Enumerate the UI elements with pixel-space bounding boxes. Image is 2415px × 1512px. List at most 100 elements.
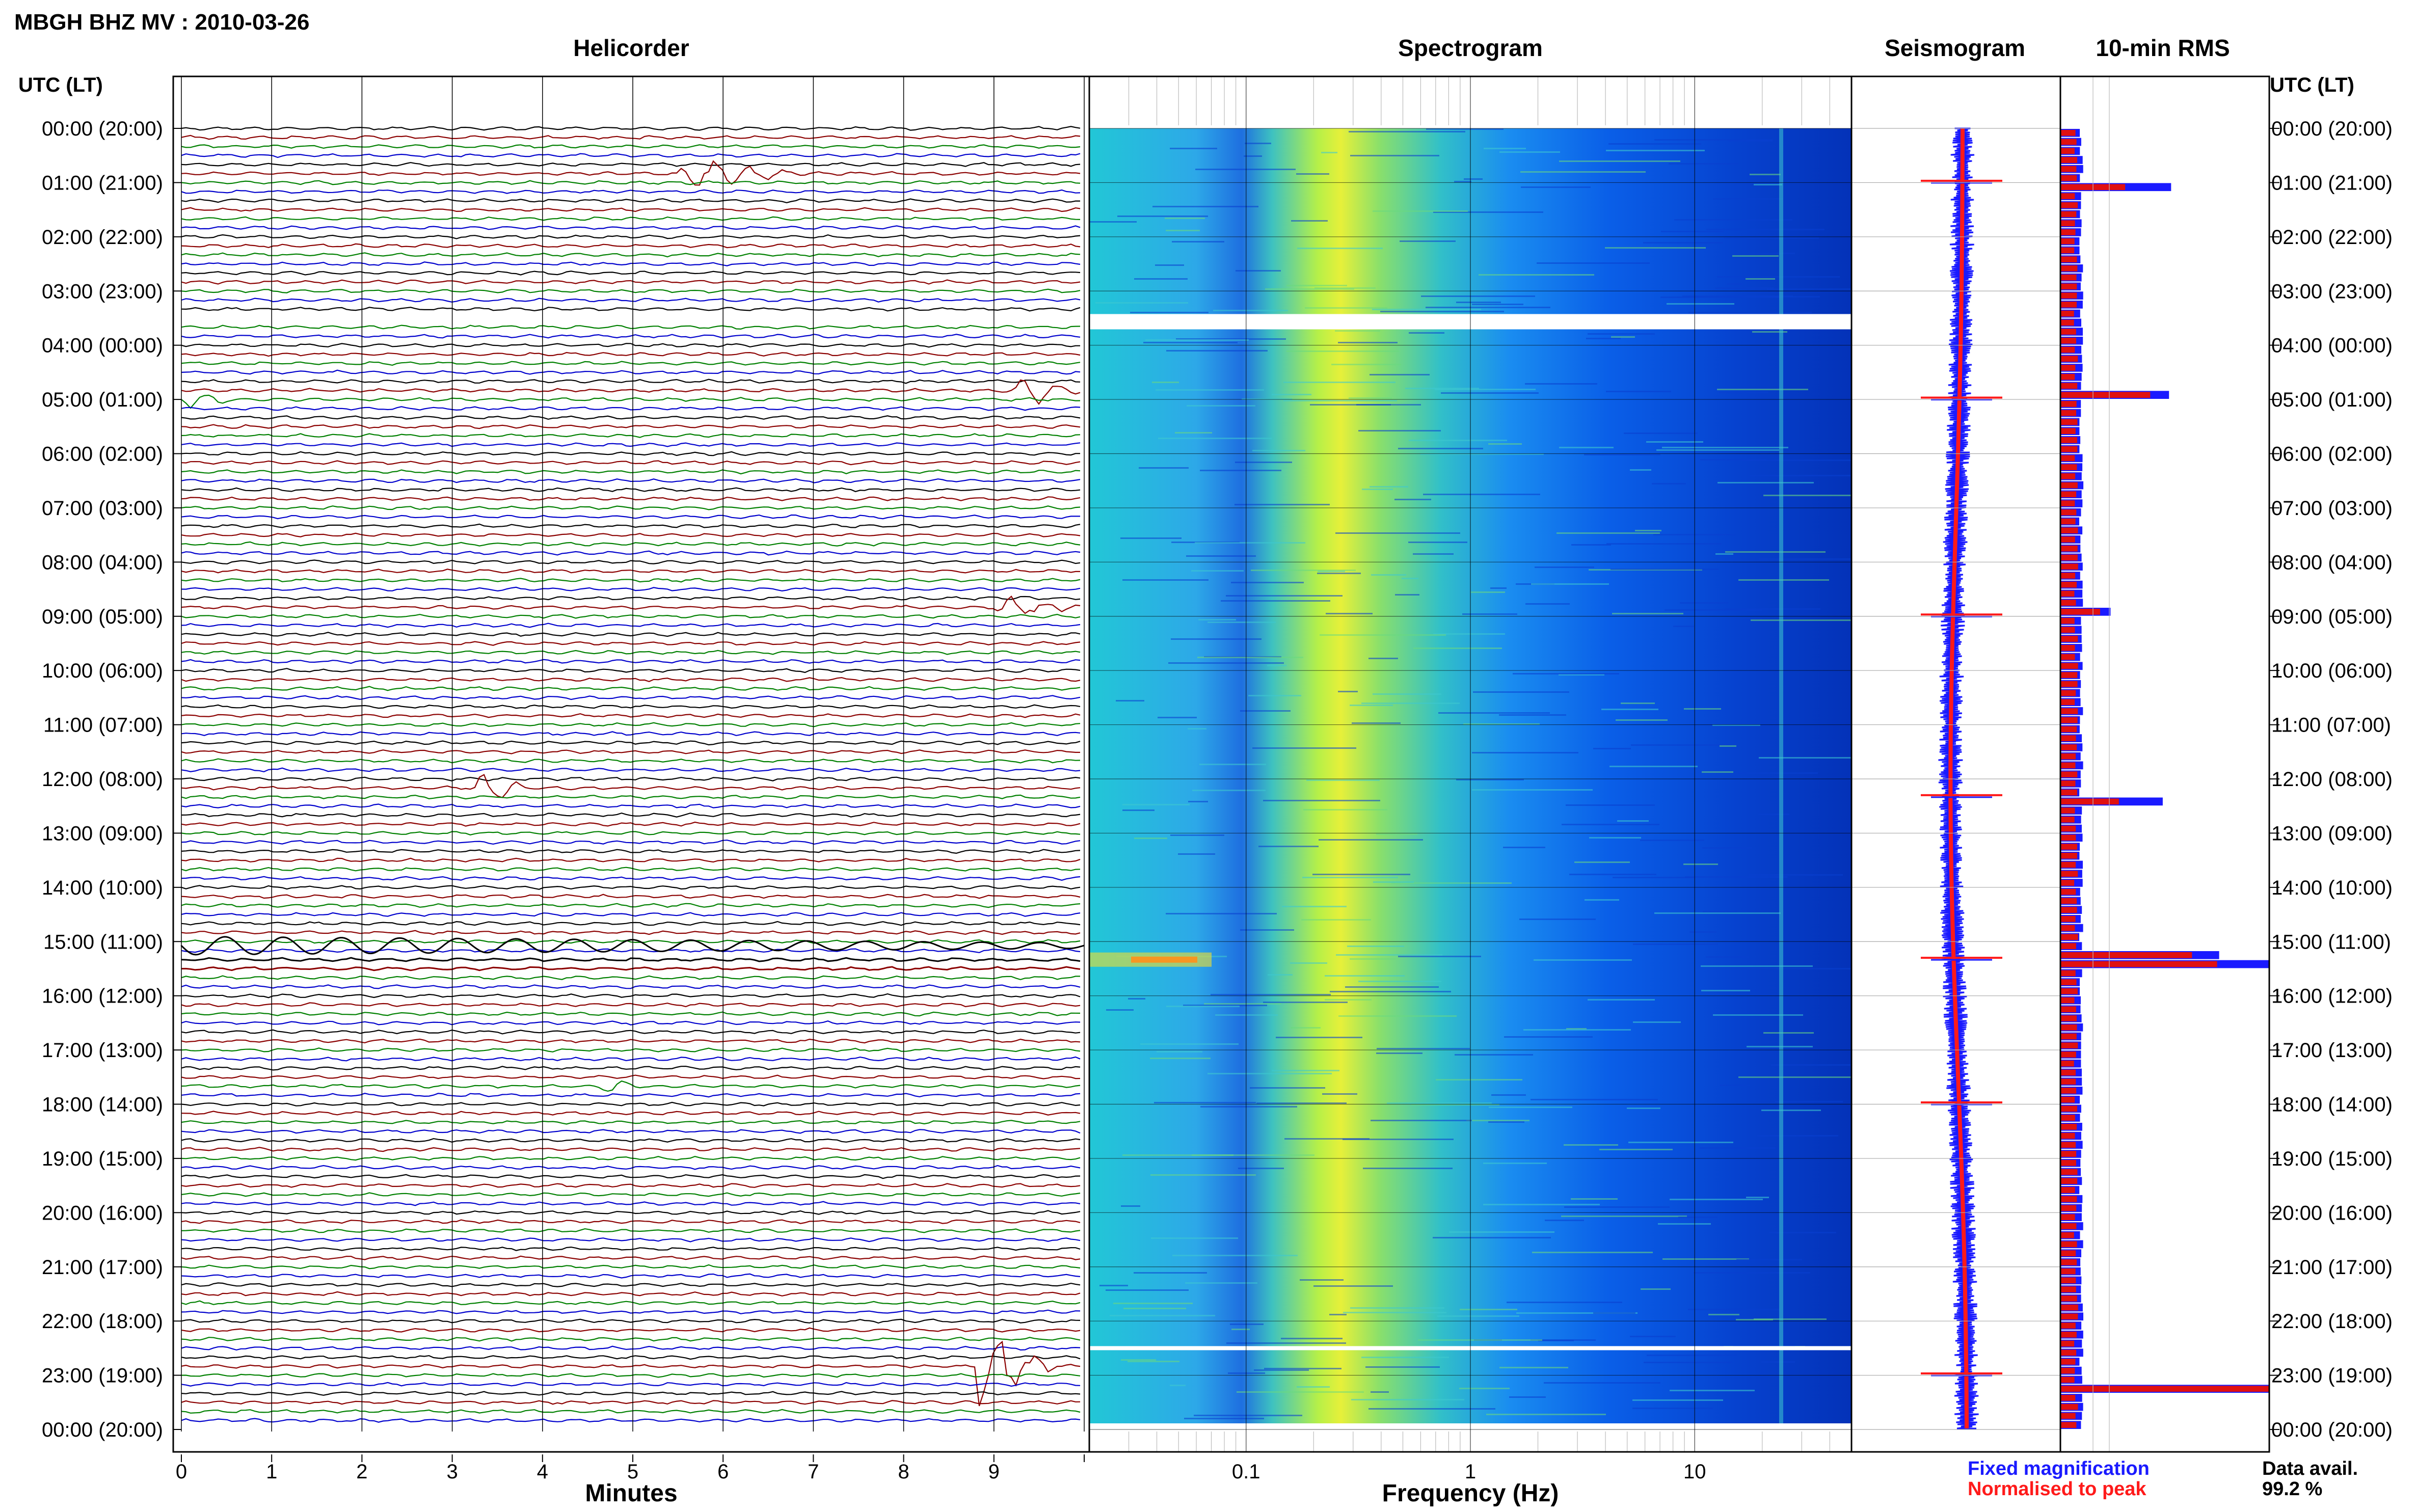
spectrogram-streak	[1729, 140, 1773, 142]
spectrogram-streak	[1633, 1021, 1681, 1023]
spectrogram-streak	[1571, 544, 1611, 546]
minutes-axis-label: Minutes	[585, 1480, 677, 1507]
spectrogram-streak	[1574, 861, 1630, 863]
spectrogram-streak	[1662, 1258, 1749, 1260]
spectrogram-streak	[1117, 215, 1208, 217]
left-time-label: 17:00 (13:00)	[42, 1039, 163, 1062]
spectrogram-streak	[1727, 283, 1743, 285]
spectrogram-streak	[1701, 965, 1813, 967]
spectrogram-streak	[1349, 131, 1465, 132]
spectrogram-streak	[1662, 447, 1788, 448]
spectrogram-streak	[1184, 1418, 1264, 1419]
spectrogram-streak	[1244, 155, 1262, 157]
legend-normalised-to-peak: Normalised to peak	[1968, 1478, 2146, 1500]
rms-bar-normalised	[2060, 310, 2074, 317]
right-time-label: 18:00 (14:00)	[2271, 1094, 2393, 1116]
spectrogram-streak	[1215, 1014, 1278, 1016]
helicorder-trace	[181, 369, 1081, 375]
rms-bar-normalised	[2060, 473, 2076, 479]
spectrogram-streak	[1300, 1279, 1344, 1281]
spectrogram-streak	[1759, 757, 1852, 759]
spectrogram-streak	[1706, 956, 1749, 958]
left-time-label: 04:00 (00:00)	[42, 335, 163, 357]
spectrogram-streak	[1231, 1329, 1250, 1330]
left-time-label: 07:00 (03:00)	[42, 497, 163, 520]
spectrogram-streak	[1473, 691, 1569, 693]
helicorder-trace	[181, 1300, 1081, 1305]
rms-bar-normalised	[2060, 1259, 2077, 1265]
spectrogram-streak	[1197, 657, 1303, 658]
spectrogram-streak	[1732, 255, 1779, 257]
rms-bar-normalised	[2060, 825, 2076, 832]
spectrogram-streak	[1724, 237, 1819, 239]
rms-bar-normalised	[2060, 834, 2076, 841]
spectrogram-streak	[1537, 262, 1650, 264]
spectrogram-streak	[1200, 470, 1281, 471]
spectrogram-streak	[1460, 1309, 1517, 1310]
spectrogram-streak	[1617, 820, 1649, 822]
spectrogram-streak	[1362, 489, 1393, 490]
helicorder-trace	[181, 261, 1081, 266]
rms-bar-normalised	[2060, 717, 2078, 723]
spectrogram-streak	[1172, 241, 1224, 242]
spectrogram-streak	[1405, 388, 1479, 389]
spectrogram-streak	[1198, 619, 1236, 620]
helicorder-trace	[181, 650, 1081, 655]
spectrogram-streak	[1713, 1014, 1803, 1016]
spectrogram-streak	[1183, 1005, 1267, 1006]
helicorder-trace	[181, 442, 1081, 447]
rms-bar-normalised	[2060, 1142, 2076, 1148]
left-time-label: 05:00 (01:00)	[42, 389, 163, 411]
helicorder-trace	[181, 523, 1081, 528]
spectrogram-streak	[1463, 723, 1540, 725]
spectrogram-streak	[1750, 174, 1781, 175]
rms-bar-normalised	[2060, 807, 2075, 814]
helicorder-trace	[181, 1174, 1081, 1179]
spectrogram-streak	[1589, 837, 1641, 839]
spectrogram-streak	[1301, 919, 1371, 921]
helicorder-trace	[181, 271, 1081, 276]
spectrogram-streak	[1116, 700, 1144, 701]
rms-bar-normalised	[2060, 600, 2076, 606]
left-time-label: 00:00 (20:00)	[42, 118, 163, 140]
helicorder-title: Helicorder	[573, 35, 689, 61]
spectrogram-streak	[1621, 703, 1655, 704]
helicorder-trace	[181, 243, 1081, 249]
spectrogram-streak	[1211, 994, 1331, 995]
left-time-label: 23:00 (19:00)	[42, 1365, 163, 1387]
rms-bar-normalised	[2060, 437, 2077, 443]
spectrogram-streak	[1420, 453, 1544, 455]
spectrogram-streak	[1484, 148, 1526, 149]
helicorder-trace	[181, 1355, 1081, 1360]
helicorder-trace	[181, 831, 1081, 835]
spectrogram-streak	[1281, 1338, 1343, 1339]
rms-bar-normalised	[2060, 573, 2076, 579]
spectrogram-streak	[1702, 771, 1733, 773]
helicorder-trace	[181, 1129, 1081, 1134]
rms-bar-normalised	[2060, 509, 2077, 516]
spectrogram-streak	[1667, 303, 1734, 305]
spectrogram-title: Spectrogram	[1398, 35, 1543, 61]
rms-bar-normalised	[2060, 1403, 2078, 1410]
rms-bar-normalised	[2060, 1132, 2075, 1139]
spectrogram-streak	[1499, 1367, 1568, 1368]
left-time-axis-label: UTC (LT)	[18, 74, 103, 96]
helicorder-trace	[181, 774, 1081, 798]
spectrogram-streak	[1682, 295, 1793, 297]
spectrogram-streak	[1361, 1357, 1449, 1358]
spectrogram-streak	[1283, 400, 1397, 401]
spectrogram-streak	[1628, 1142, 1733, 1143]
helicorder-trace	[181, 704, 1081, 709]
right-time-label: 05:00 (01:00)	[2271, 389, 2393, 411]
rms-bar-normalised	[2060, 464, 2077, 470]
spectrogram-streak	[1569, 874, 1656, 875]
spectrogram-streak	[1330, 991, 1451, 992]
spectrogram-streak	[1449, 1231, 1554, 1233]
spectrogram-streak	[1310, 404, 1391, 406]
minute-tick-label: 0	[176, 1461, 187, 1483]
rms-bar-normalised	[2060, 916, 2076, 922]
rms-bar-normalised	[2060, 1386, 2269, 1392]
spectrogram-streak	[1644, 1362, 1732, 1363]
spectrogram-streak	[1616, 719, 1668, 721]
spectrogram-streak	[1413, 553, 1454, 555]
